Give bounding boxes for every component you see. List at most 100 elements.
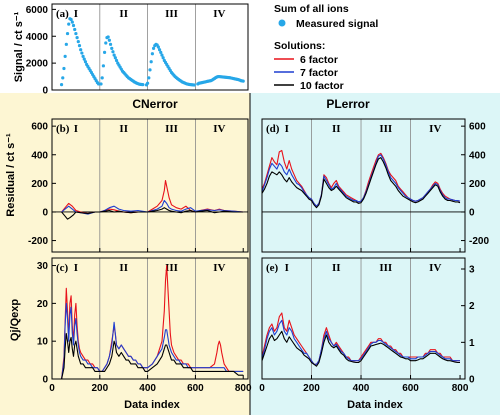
y-tick-label: 30 [37,261,49,272]
panel-label: (e) [266,262,279,274]
measured-point [151,46,156,50]
segment-label: I [74,262,78,274]
segment-label: III [165,123,178,135]
y-tick-label: 1 [469,338,475,349]
measured-point [76,40,80,44]
x-tick-label: 600 [187,383,204,394]
x-tick-label: 200 [303,383,320,394]
measured-point [111,50,115,54]
panel-label: (d) [266,123,280,135]
y-tick-label: 3 [469,265,475,276]
panel-label: (b) [56,123,70,135]
measured-point [64,42,68,46]
series-10-factor [261,157,461,209]
y-tick-label: 400 [31,150,48,161]
measured-point [75,35,79,40]
x-tick-label: 400 [139,383,156,394]
measured-point [147,76,151,80]
y-tick-label: 200 [31,179,48,190]
measured-point [73,27,77,32]
y-tick-label: 6000 [26,5,49,16]
segment-label: I [74,123,78,135]
segment-label: IV [429,262,441,274]
segment-label: I [285,262,289,274]
measured-point [61,76,65,80]
series-10-factor [261,330,460,367]
measured-point [108,42,113,46]
x-tick-label: 800 [235,383,252,394]
series-7-factor [61,199,244,215]
segment-label: I [285,123,289,135]
panel-frame [51,3,249,91]
measured-point [149,60,153,64]
segment-label: II [119,8,128,20]
measured-point [159,50,163,54]
segment-label: IV [213,123,225,135]
measured-point [241,79,245,83]
cn-background [0,93,250,415]
measured-point [65,31,70,36]
x-label-pl: Data index [347,399,404,411]
panel-frame [51,118,249,253]
segment-label: II [119,262,128,274]
y-label-q: Qj/Qexp [9,299,21,341]
measured-point [112,53,116,57]
segment-label: IV [429,123,441,135]
legend-measured-marker [278,19,286,27]
measured-point [110,46,114,50]
measured-point [150,52,154,56]
x-tick-label: 0 [49,383,55,394]
measured-point [161,56,165,60]
segment-label: III [165,262,178,274]
panel-a-bg [52,4,248,90]
measured-point [80,51,84,55]
segment-label: II [332,262,341,274]
y-tick-label: 400 [469,150,486,161]
measured-point [63,54,67,59]
cn-title: CNerror [132,97,178,111]
measured-point [99,82,103,86]
measured-point [146,81,150,85]
panel-frame [261,118,466,253]
segment-label: I [74,8,78,20]
y-label-residual: Residual / ct s⁻¹ [5,133,17,217]
x-tick-label: 200 [91,383,108,394]
y-tick-label: -200 [28,236,48,247]
y-label-signal: Signal / ct s⁻¹ [13,11,25,82]
series-7-factor [61,302,244,380]
measured-point [141,83,145,87]
legend-6-factor-label: 6 factor [300,54,338,66]
segment-label: III [165,8,178,20]
legend-7-factor-label: 7 factor [300,67,338,79]
legend-header-solutions: Solutions: [274,40,325,52]
measured-point [106,35,110,39]
segment-label: III [379,123,392,135]
series-7-factor [261,319,460,365]
measured-point [156,45,160,49]
measured-point [69,17,73,22]
y-tick-label: 2 [469,301,475,312]
panel-frame [261,257,466,380]
measured-point [113,56,117,60]
y-tick-label: 0 [42,86,48,97]
x-label-cn: Data index [124,399,181,411]
measured-point [148,68,152,72]
y-tick-label: 0 [42,375,48,386]
y-tick-label: 600 [31,122,48,133]
measured-point [102,50,107,54]
panel-label: (a) [56,8,69,20]
measured-point [82,57,86,61]
measured-point [70,20,74,24]
y-tick-label: 2000 [26,59,49,70]
measured-point [114,58,119,63]
y-tick-label: 0 [42,207,48,218]
measured-point [104,41,108,45]
legend-header-sum: Sum of all ions [274,3,349,15]
y-tick-label: 4000 [26,32,49,43]
legend: Sum of all ions Measured signal Solution… [274,3,378,92]
